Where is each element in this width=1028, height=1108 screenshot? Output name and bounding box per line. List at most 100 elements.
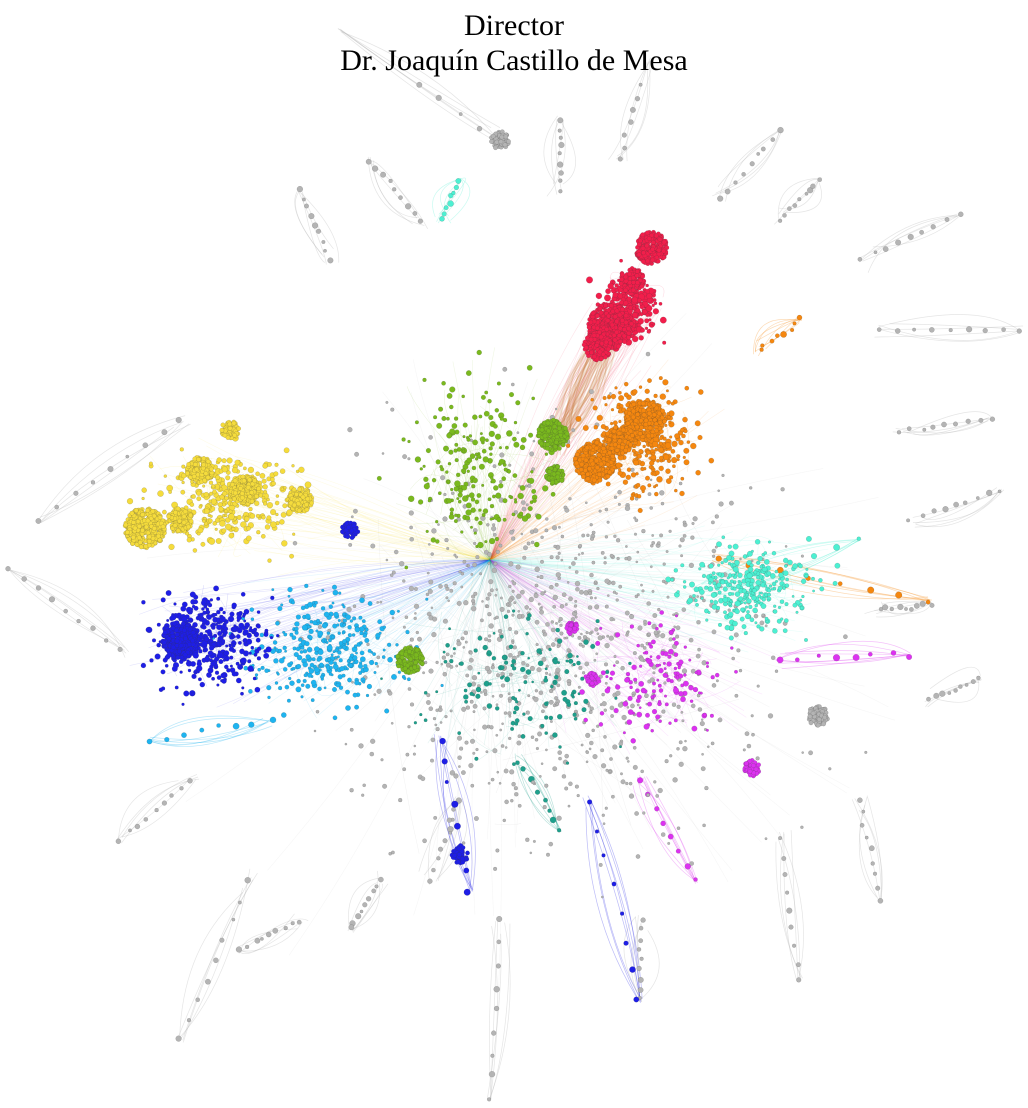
network-node: [604, 806, 608, 810]
network-node: [615, 660, 620, 665]
tendril-node: [817, 177, 822, 182]
network-edge: [489, 559, 564, 763]
network-edge: [149, 715, 274, 742]
network-node: [550, 620, 555, 624]
network-node: [503, 768, 509, 774]
network-edge: [488, 426, 541, 486]
network-node: [190, 661, 197, 667]
network-node: [748, 588, 752, 592]
network-node: [581, 671, 586, 675]
network-node: [673, 671, 678, 676]
network-node: [633, 459, 639, 466]
network-node: [596, 414, 603, 422]
network-node: [513, 601, 517, 605]
network-node: [475, 747, 479, 752]
tendril-node: [371, 165, 379, 172]
network-node: [584, 501, 588, 505]
network-edge: [400, 559, 491, 610]
tendril-node: [311, 222, 319, 229]
network-node: [295, 686, 302, 693]
network-node: [367, 648, 372, 653]
network-edge: [778, 654, 908, 664]
network-node: [764, 837, 768, 841]
tendril-node: [244, 877, 251, 884]
tendril-node: [213, 957, 219, 964]
network-node: [573, 716, 578, 721]
network-node: [407, 495, 415, 503]
network-node: [864, 750, 868, 754]
network-node: [444, 583, 449, 588]
network-node: [203, 604, 208, 609]
network-node: [282, 645, 287, 651]
network-node: [255, 513, 260, 519]
network-node: [354, 626, 361, 633]
network-node: [767, 540, 772, 544]
tendril-node: [125, 454, 130, 459]
network-node: [501, 476, 507, 482]
network-node: [221, 528, 227, 534]
network-node: [302, 661, 308, 668]
network-node: [561, 774, 567, 779]
network-node: [493, 866, 498, 871]
network-node: [166, 618, 170, 623]
network-edge: [489, 557, 522, 569]
network-edge: [489, 345, 638, 561]
network-node: [649, 655, 653, 659]
network-node: [724, 624, 731, 631]
network-node: [697, 707, 703, 712]
network-node: [615, 598, 619, 602]
network-node: [190, 691, 196, 696]
network-node: [534, 583, 539, 588]
network-node: [489, 441, 495, 447]
network-edge: [351, 559, 491, 691]
network-node: [471, 675, 478, 681]
network-node: [489, 725, 494, 730]
network-node: [283, 632, 288, 637]
network-node: [450, 487, 454, 492]
network-node: [625, 756, 629, 760]
network-node: [613, 654, 617, 659]
network-node: [300, 683, 305, 688]
network-node: [516, 654, 520, 658]
network-node: [332, 715, 338, 721]
network-edge: [510, 506, 655, 532]
network-node: [414, 456, 422, 463]
network-node: [665, 468, 671, 474]
network-node: [530, 540, 535, 545]
network-node: [650, 639, 656, 645]
network-node: [192, 652, 199, 659]
network-edge: [40, 423, 191, 523]
network-node: [538, 774, 542, 778]
tendril-node: [143, 817, 149, 822]
network-edge: [510, 458, 532, 683]
network-node: [516, 431, 520, 435]
tendril-node: [930, 224, 936, 230]
network-node: [626, 296, 632, 302]
network-node: [471, 598, 476, 604]
network-node: [660, 501, 665, 506]
network-node: [615, 690, 621, 696]
network-node: [546, 852, 551, 857]
network-edge: [334, 596, 394, 605]
network-edge: [643, 776, 697, 884]
network-node: [423, 718, 428, 723]
network-node: [441, 655, 446, 660]
tendril-node: [912, 327, 917, 332]
network-edge: [596, 642, 603, 694]
network-node: [232, 635, 237, 639]
network-edge: [489, 501, 627, 561]
tendril-node: [907, 233, 914, 240]
edge-layer: [7, 28, 1024, 1102]
network-node: [446, 416, 450, 421]
tendril-node: [925, 599, 931, 605]
network-node: [568, 566, 572, 569]
network-edge: [438, 432, 491, 561]
network-node: [609, 757, 613, 761]
network-node: [332, 589, 339, 596]
network-node: [662, 562, 666, 566]
network-node: [482, 706, 487, 711]
network-node: [456, 497, 460, 501]
network-edge: [384, 559, 491, 694]
network-node: [189, 502, 195, 507]
network-node: [243, 619, 247, 623]
